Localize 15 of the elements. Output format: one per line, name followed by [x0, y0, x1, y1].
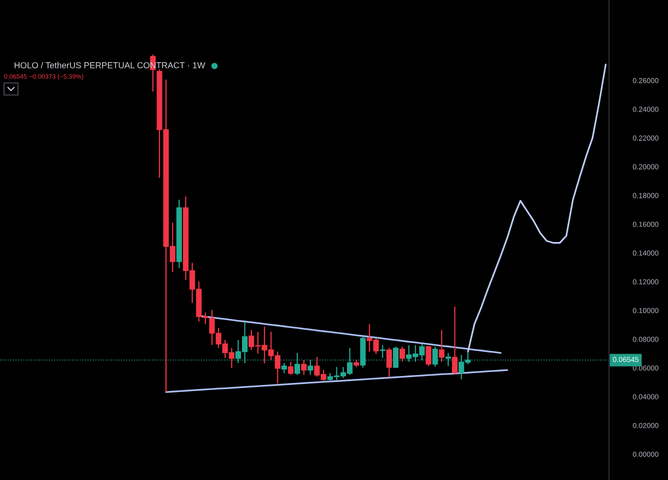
- candlestick: [301, 359, 307, 376]
- candlestick: [392, 346, 398, 369]
- candlestick: [452, 306, 458, 374]
- line-series: [467, 64, 607, 353]
- candlestick: [432, 346, 438, 368]
- candlestick: [438, 329, 444, 362]
- candlestick: [294, 352, 300, 376]
- candlestick: [288, 361, 294, 376]
- candlestick: [426, 345, 432, 367]
- candlestick: [400, 346, 406, 362]
- candlestick: [281, 362, 287, 374]
- candlestick: [445, 352, 451, 367]
- candlestick: [386, 347, 392, 378]
- candlestick: [308, 359, 314, 376]
- candlestick: [380, 344, 386, 359]
